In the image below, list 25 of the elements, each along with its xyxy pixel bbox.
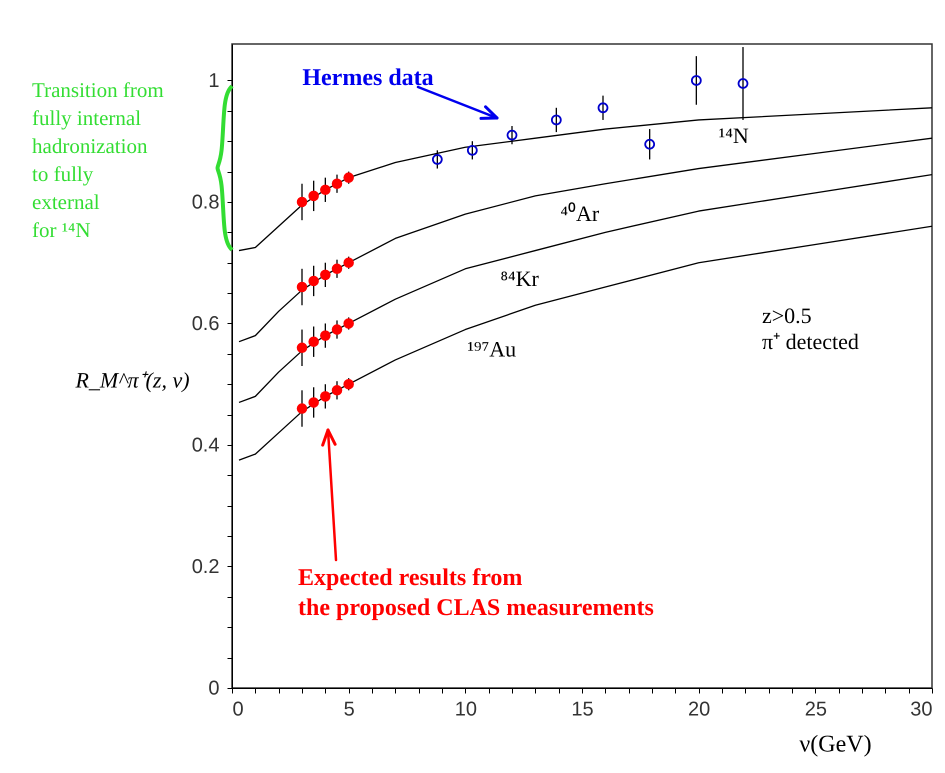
x-tick-label: 5 <box>344 698 355 720</box>
line-series <box>238 174 932 404</box>
x-tick-label: 10 <box>454 698 477 720</box>
y-tick-label: 1 <box>208 70 220 92</box>
y-axis-title: R_M^π⁺(z, ν) <box>74 368 190 392</box>
x-tick-label: 0 <box>232 698 244 720</box>
x-axis-title: ν(GeV) <box>799 732 872 758</box>
y-tick-label: 0.2 <box>192 556 220 578</box>
y-tick-label: 0.4 <box>192 434 220 456</box>
annotation: Hermes data <box>302 65 434 91</box>
y-tick-label: 0.8 <box>192 191 220 214</box>
x-tick-label: 30 <box>910 698 932 720</box>
text: Transition from fully internal hadronization to fully external for ¹⁴N <box>32 78 164 242</box>
line-series <box>238 226 932 461</box>
y-tick-label: 0.6 <box>192 312 220 335</box>
x-tick-label: 25 <box>804 698 827 720</box>
series-label: ⁸⁴Kr <box>500 266 540 291</box>
x-tick-label: 20 <box>688 698 710 720</box>
annotation: Expected results from the proposed CLAS measurements <box>298 565 654 621</box>
y-tick-label: 0 <box>208 678 220 700</box>
annotation: z>0.5 π⁺ detected <box>762 303 859 354</box>
series-label: ¹⁹⁷Au <box>467 336 516 362</box>
x-tick-label: 15 <box>571 698 594 720</box>
series-label: ⁴⁰Ar <box>560 200 600 226</box>
series-label: ¹⁴N <box>718 122 749 148</box>
